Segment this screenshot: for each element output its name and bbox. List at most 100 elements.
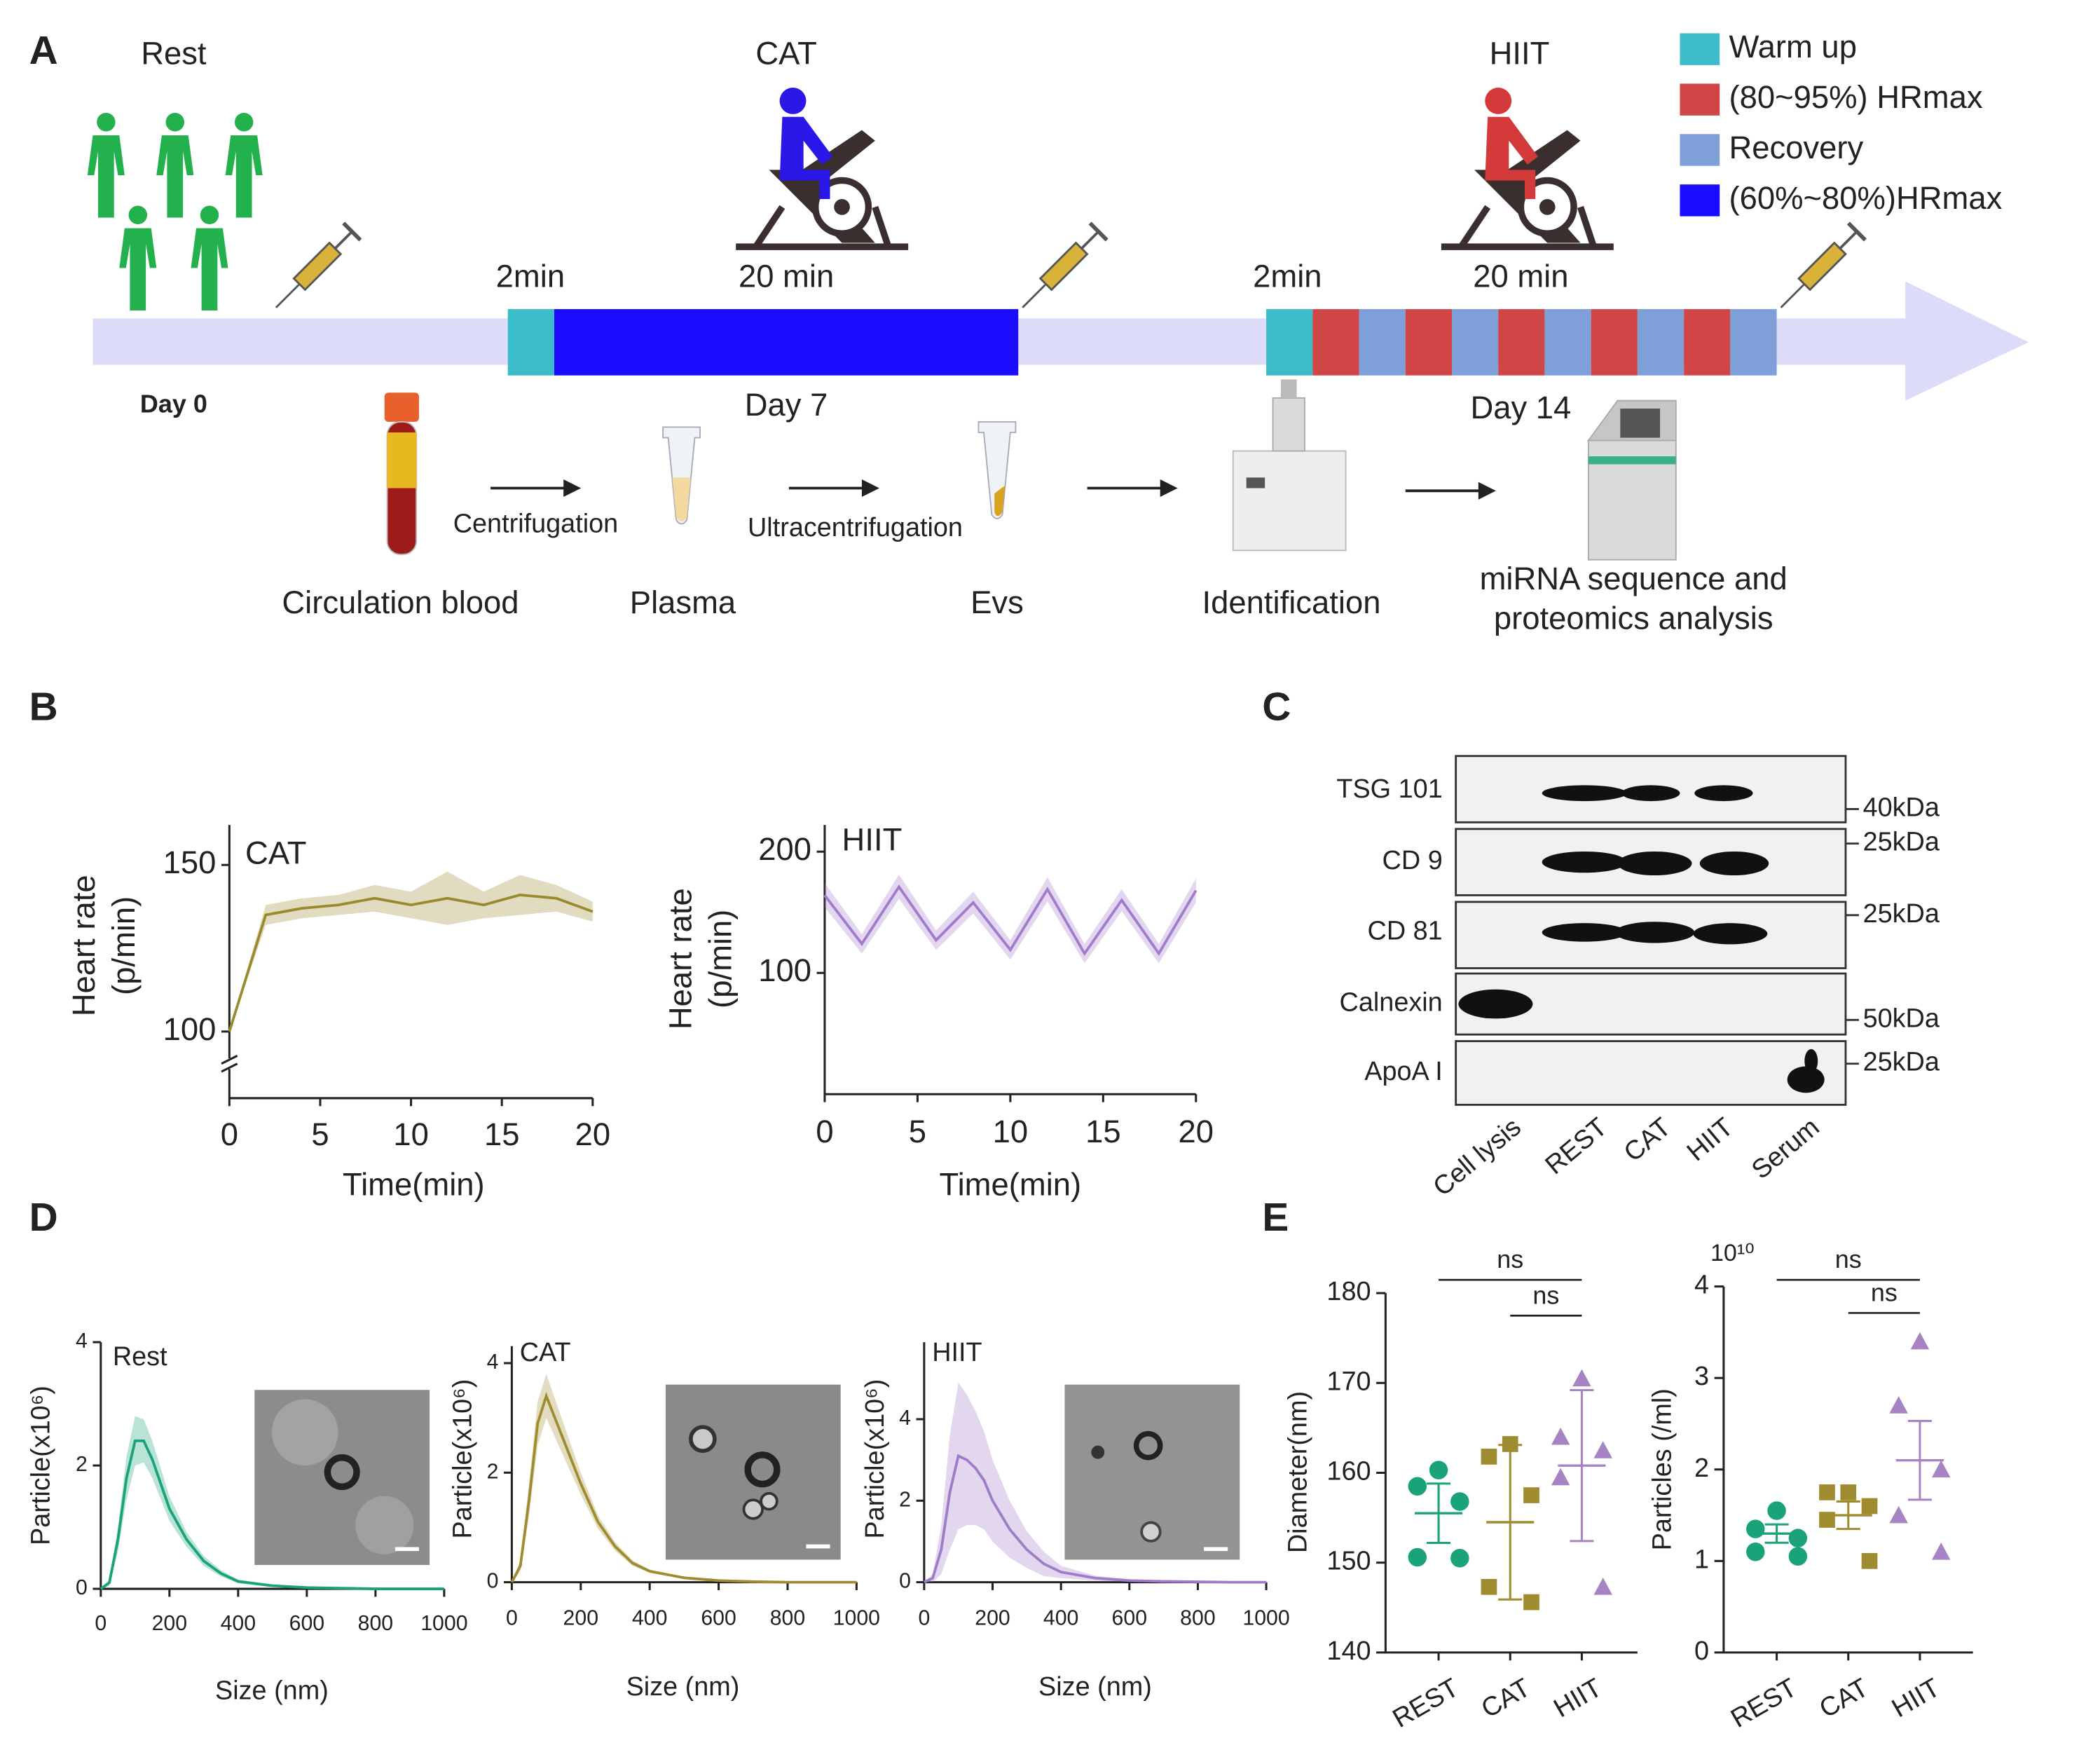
x-tick-label: REST: [1388, 1673, 1464, 1734]
y-multiplier: 10¹⁰: [1710, 1240, 1755, 1266]
y-tick-label: 1: [1694, 1545, 1709, 1574]
axes: [1722, 1286, 1973, 1654]
y-tick-label: 4: [899, 1407, 911, 1430]
error-bar: [1836, 1500, 1860, 1531]
legend-swatch: [1680, 83, 1720, 116]
blot-marker-label: 50kDa: [1863, 1004, 1940, 1033]
y-tick-label: 180: [1326, 1277, 1371, 1306]
y-axis-label: (p/min): [702, 910, 738, 1009]
y-tick-label: 4: [487, 1351, 499, 1374]
panel-label: D: [29, 1196, 58, 1240]
y-tick-label: 4: [76, 1329, 88, 1353]
y-tick-label: 200: [758, 831, 811, 867]
y-tick-label: 0: [76, 1576, 88, 1599]
x-tick-label: 0: [816, 1114, 833, 1149]
y-tick-label: 100: [758, 952, 811, 988]
data-point: [1523, 1594, 1539, 1611]
data-point: [1551, 1468, 1570, 1486]
x-tick-label: 10: [993, 1114, 1029, 1149]
data-line: [823, 884, 1198, 957]
chart-title: Rest: [113, 1342, 167, 1372]
duration-label: 2min: [496, 259, 565, 294]
data-line: [100, 1439, 444, 1590]
y-tick-label: 100: [163, 1011, 217, 1047]
x-tick-label: 400: [632, 1607, 668, 1630]
data-point: [1788, 1529, 1808, 1547]
data-point: [1788, 1547, 1808, 1566]
error-bar: [1907, 1420, 1932, 1501]
data-point: [1450, 1492, 1469, 1511]
hiit-block: [1684, 309, 1731, 376]
sample-label: Identification: [1202, 584, 1381, 620]
eppendorf-icon: [662, 421, 1017, 525]
blot-row-label: TSG 101: [1336, 774, 1442, 804]
x-tick-label: 600: [701, 1607, 736, 1630]
duration-label: 2min: [1253, 259, 1322, 294]
blot-marker-label: 25kDa: [1863, 899, 1940, 929]
y-tick-label: 2: [76, 1453, 88, 1476]
data-point: [1572, 1369, 1591, 1387]
x-tick-label: 20: [1179, 1114, 1214, 1149]
data-point: [1931, 1460, 1951, 1478]
y-axis-label: (p/min): [106, 896, 142, 995]
syringe-icon: [1780, 221, 1867, 308]
error-bar: [1764, 1523, 1789, 1544]
x-tick-label: REST: [1726, 1673, 1802, 1734]
x-tick-label: 0: [506, 1607, 518, 1630]
y-axis-label: Diameter(nm): [1283, 1391, 1312, 1553]
western-blot: TSG 101 CD 9 CD 81 Calnexin ApoA I 40kDa…: [1336, 755, 1940, 1202]
syringe-icon: [1022, 221, 1109, 308]
data-point: [1861, 1552, 1878, 1569]
y-tick-label: 170: [1326, 1367, 1371, 1396]
x-tick-label: CAT: [1476, 1673, 1535, 1724]
blood-tube-icon: [384, 392, 419, 556]
blot-column-label: Serum: [1746, 1112, 1825, 1185]
y-tick-label: 150: [163, 845, 217, 880]
blot-marker-label: 40kDa: [1863, 793, 1940, 822]
x-axis-label: Time(min): [940, 1167, 1082, 1203]
blot-row-label: CD 9: [1382, 846, 1443, 875]
error-band: [924, 1382, 1267, 1582]
group-label: HIIT: [1490, 36, 1550, 71]
error-bar: [1427, 1482, 1451, 1544]
x-tick-label: 0: [221, 1116, 238, 1152]
hiit-blocks: [1312, 309, 1777, 376]
y-tick-label: 0: [899, 1570, 911, 1593]
data-point: [1746, 1543, 1765, 1561]
data-line: [924, 1454, 1267, 1584]
data-point: [1551, 1427, 1570, 1445]
x-tick-label: 800: [1180, 1607, 1216, 1630]
data-point: [1523, 1487, 1539, 1503]
people-icon: [87, 113, 263, 310]
legend-swatch: [1680, 134, 1720, 166]
x-tick-label: 600: [1112, 1607, 1148, 1630]
x-tick-label: 600: [289, 1612, 325, 1635]
x-tick-label: HIIT: [1887, 1673, 1945, 1723]
data-point: [1767, 1501, 1786, 1520]
data-point: [1861, 1498, 1878, 1515]
microscope-icon: [1232, 379, 1347, 552]
blot-column-label: REST: [1540, 1112, 1613, 1180]
step-label: Centrifugation: [453, 509, 619, 538]
y-axis-label: Particles (/ml): [1648, 1388, 1677, 1550]
workflow-arrows: [490, 479, 1496, 500]
panel-label: E: [1262, 1196, 1289, 1240]
chart-title: HIIT: [932, 1338, 982, 1367]
hiit-block: [1451, 309, 1499, 376]
cat-block: [554, 309, 1019, 376]
data-point: [1931, 1543, 1951, 1560]
data-line: [228, 894, 593, 1032]
duration-label: 20 min: [739, 259, 834, 294]
data-point: [1593, 1578, 1612, 1595]
y-axis-label: Particle(x10⁶): [860, 1379, 890, 1539]
panel-label: B: [29, 685, 58, 730]
legend-label: (60%~80%)HRmax: [1729, 180, 2002, 216]
sample-label: Plasma: [630, 584, 736, 620]
data-point: [1408, 1547, 1427, 1567]
blot-strip: [1455, 901, 1847, 969]
syringe-icon: [275, 221, 362, 308]
legend-label: (80~95%) HRmax: [1729, 79, 1982, 115]
significance-label: ns: [1871, 1278, 1898, 1306]
sample-label: miRNA sequence and: [1480, 561, 1788, 596]
